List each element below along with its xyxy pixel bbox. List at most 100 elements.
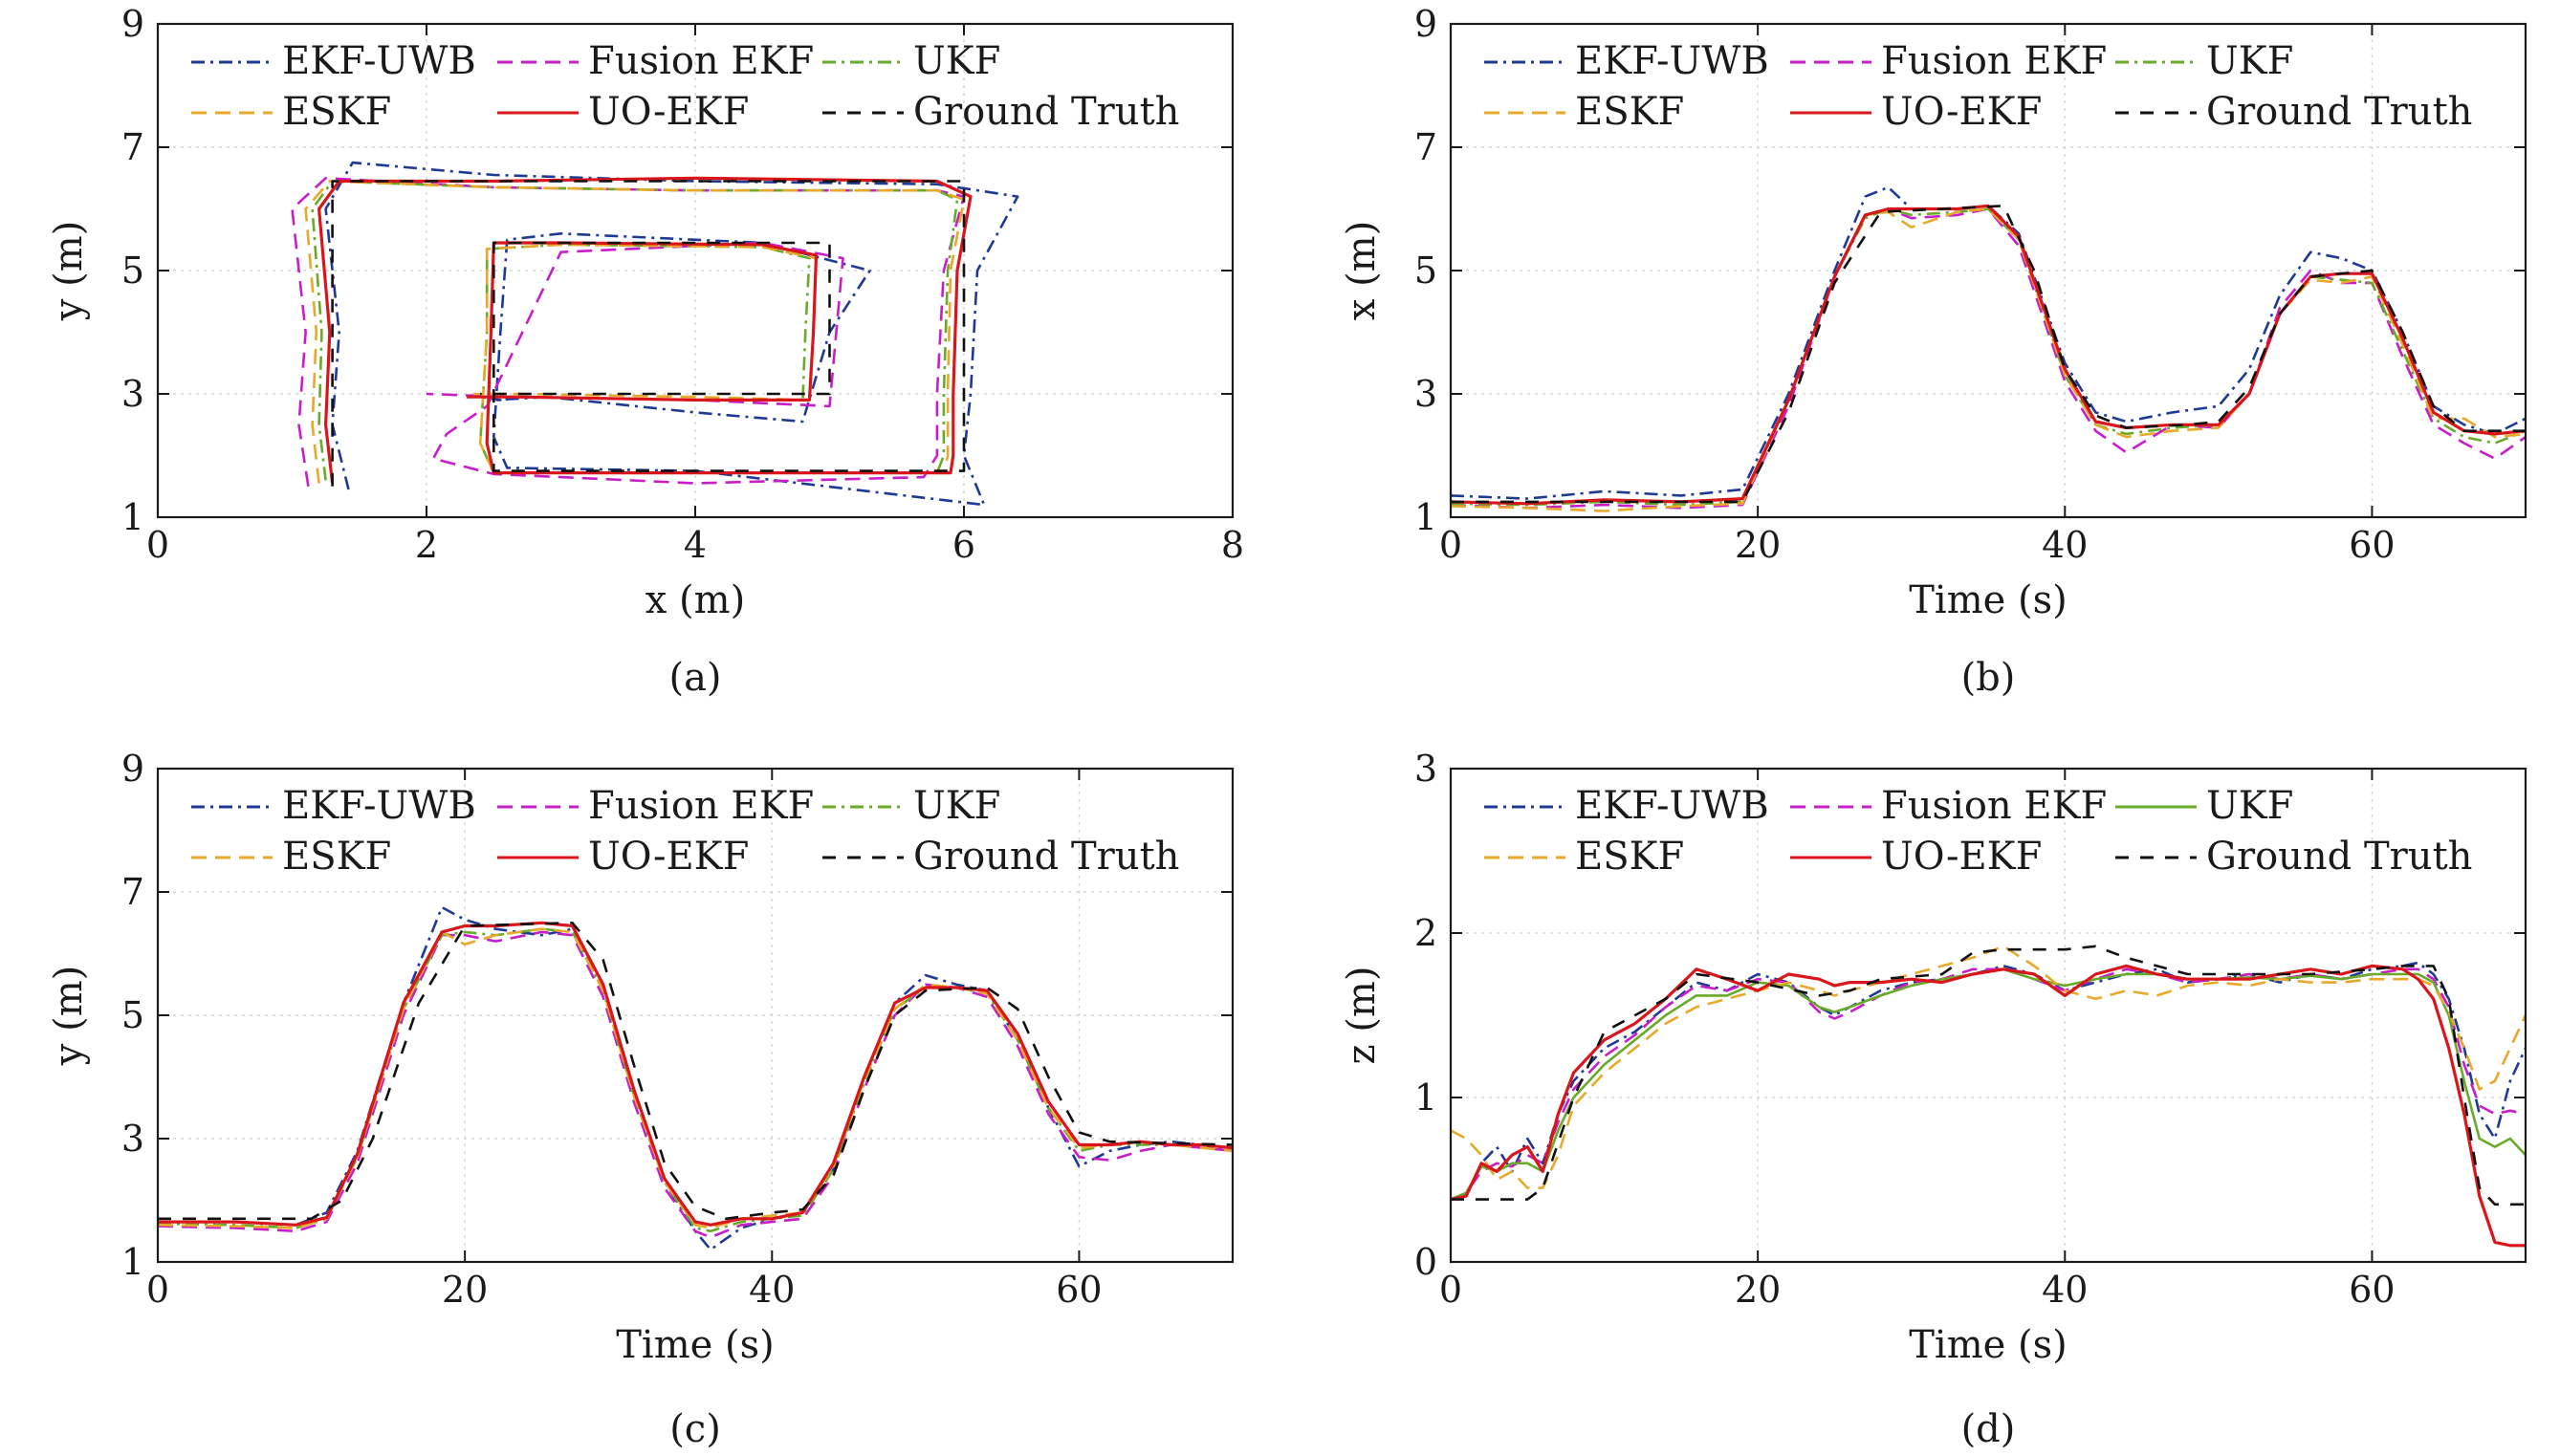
y-axis-label: x (m) xyxy=(1340,221,1384,320)
x-tick-label: 60 xyxy=(2349,524,2395,566)
series-group xyxy=(1451,185,2526,512)
legend-label-fusion-ekf: Fusion EKF xyxy=(588,39,814,83)
series-group xyxy=(1451,945,2526,1248)
y-tick-label: 7 xyxy=(121,126,144,168)
legend-label-ground-truth: Ground Truth xyxy=(2206,835,2472,879)
series-group xyxy=(291,161,1019,507)
y-tick-label: 9 xyxy=(1414,3,1437,45)
series-line-uo-ekf xyxy=(317,176,973,484)
x-tick-label: 40 xyxy=(2042,1269,2088,1311)
x-axis-label: Time (s) xyxy=(1909,1323,2068,1367)
series-line-fusion-ekf xyxy=(1451,967,2526,1201)
legend-label-ukf: UKF xyxy=(2206,39,2293,83)
legend-label-ground-truth: Ground Truth xyxy=(913,90,1179,134)
y-tick-label: 1 xyxy=(121,496,144,538)
series-line-eskf xyxy=(1451,945,2526,1189)
y-axis-label: y (m) xyxy=(47,221,91,321)
subplot-c: 0 20 40 60 1 3 5 7 9 Time (s) y (m) (c) EKF-UWB Fusio… xyxy=(47,748,1235,1451)
legend-label-ekf-uwb: EKF-UWB xyxy=(1575,784,1769,828)
y-tick-label: 5 xyxy=(121,994,144,1036)
x-tick-label: 8 xyxy=(1221,524,1244,566)
legend-label-ekf-uwb: EKF-UWB xyxy=(1575,39,1769,83)
y-tick-label: 3 xyxy=(121,373,144,415)
y-tick-label: 3 xyxy=(121,1118,144,1160)
y-tick-label: 3 xyxy=(1414,373,1437,415)
x-tick-label: 60 xyxy=(2349,1269,2395,1311)
y-tick-label: 9 xyxy=(121,3,144,45)
subplot-caption: (d) xyxy=(1961,1407,2016,1451)
legend-label-ukf: UKF xyxy=(2206,784,2293,828)
plot-area xyxy=(1451,769,2526,1262)
y-tick-label: 9 xyxy=(121,748,144,790)
x-axis-label: x (m) xyxy=(645,578,745,622)
series-line-fusion-ekf xyxy=(158,930,1233,1239)
legend-label-fusion-ekf: Fusion EKF xyxy=(588,784,814,828)
series-group xyxy=(158,905,1233,1251)
legend: EKF-UWB Fusion EKF UKF ESKF UO-EKF Ground Tru… xyxy=(1484,39,2472,134)
x-tick-label: 40 xyxy=(749,1269,795,1311)
subplot-d: 0 20 40 60 0 1 2 3 Time (s) z (m) (d) EKF-UWB Fusion… xyxy=(1340,748,2527,1451)
series-line-ground-truth xyxy=(331,180,966,487)
x-tick-label: 60 xyxy=(1056,1269,1102,1311)
y-tick-label: 5 xyxy=(121,250,144,292)
x-tick-label: 0 xyxy=(146,1269,169,1311)
x-axis-label: Time (s) xyxy=(1909,578,2068,622)
y-tick-label: 7 xyxy=(1414,126,1437,168)
legend-label-uo-ekf: UO-EKF xyxy=(1881,835,2042,879)
subplot-caption: (a) xyxy=(668,656,721,700)
subplot-b: 0 20 40 60 1 3 5 7 9 Time (s) x (m) (b) EKF-UWB Fusio… xyxy=(1340,3,2527,700)
y-tick-label: 0 xyxy=(1414,1241,1437,1283)
legend-label-ground-truth: Ground Truth xyxy=(913,835,1179,879)
x-tick-label: 2 xyxy=(415,524,438,566)
y-axis-label: z (m) xyxy=(1340,967,1384,1065)
x-tick-label: 40 xyxy=(2042,524,2088,566)
series-line-ukf xyxy=(1451,207,2526,507)
y-tick-label: 5 xyxy=(1414,250,1437,292)
x-tick-label: 6 xyxy=(952,524,975,566)
subplot-caption: (c) xyxy=(669,1407,721,1451)
legend-label-fusion-ekf: Fusion EKF xyxy=(1881,784,2107,828)
x-tick-label: 4 xyxy=(684,524,707,566)
series-line-ground-truth xyxy=(158,921,1233,1221)
legend-label-uo-ekf: UO-EKF xyxy=(588,90,749,134)
subplot-a: 0 2 4 6 8 1 3 5 7 9 x (m) y (m) (a) EKF-UWB Fusion EKF… xyxy=(47,3,1244,700)
legend-label-eskf: ESKF xyxy=(1575,835,1684,879)
legend-label-ukf: UKF xyxy=(913,39,1000,83)
series-line-ground-truth xyxy=(1451,205,2526,504)
y-axis-label: y (m) xyxy=(47,966,91,1066)
legend-label-fusion-ekf: Fusion EKF xyxy=(1881,39,2107,83)
y-tick-label: 3 xyxy=(1414,748,1437,790)
legend-label-ukf: UKF xyxy=(913,784,1000,828)
x-tick-label: 0 xyxy=(1439,1269,1462,1311)
series-line-uo-ekf xyxy=(1451,964,2526,1248)
legend-label-uo-ekf: UO-EKF xyxy=(588,835,749,879)
series-line-ekf-uwb xyxy=(1451,185,2526,500)
y-tick-label: 2 xyxy=(1414,912,1437,954)
y-tick-label: 7 xyxy=(121,871,144,913)
subplot-caption: (b) xyxy=(1961,656,2016,700)
y-tick-label: 1 xyxy=(1414,496,1437,538)
y-tick-label: 1 xyxy=(121,1241,144,1283)
series-line-fusion-ekf xyxy=(291,177,966,487)
legend-label-ekf-uwb: EKF-UWB xyxy=(282,39,476,83)
y-tick-label: 1 xyxy=(1414,1076,1437,1119)
legend-label-uo-ekf: UO-EKF xyxy=(1881,90,2042,134)
series-line-uo-ekf xyxy=(1451,204,2526,506)
series-line-fusion-ekf xyxy=(1451,207,2526,510)
legend: EKF-UWB Fusion EKF UKF ESKF UO-EKF Ground Tru… xyxy=(191,784,1179,879)
legend-label-eskf: ESKF xyxy=(282,90,391,134)
series-line-ekf-uwb xyxy=(324,161,1019,507)
legend-label-eskf: ESKF xyxy=(1575,90,1684,134)
x-tick-label: 20 xyxy=(442,1269,488,1311)
legend-label-ekf-uwb: EKF-UWB xyxy=(282,784,476,828)
legend: EKF-UWB Fusion EKF UKF ESKF UO-EKF Ground Tru… xyxy=(191,39,1179,134)
x-tick-label: 0 xyxy=(146,524,169,566)
legend: EKF-UWB Fusion EKF UKF ESKF UO-EKF Ground Tru… xyxy=(1484,784,2472,879)
axes-frame xyxy=(1449,767,2527,1264)
x-tick-label: 20 xyxy=(1735,524,1781,566)
x-axis-label: Time (s) xyxy=(616,1323,775,1367)
series-line-uo-ekf xyxy=(158,921,1233,1227)
x-tick-label: 0 xyxy=(1439,524,1462,566)
legend-label-ground-truth: Ground Truth xyxy=(2206,90,2472,134)
